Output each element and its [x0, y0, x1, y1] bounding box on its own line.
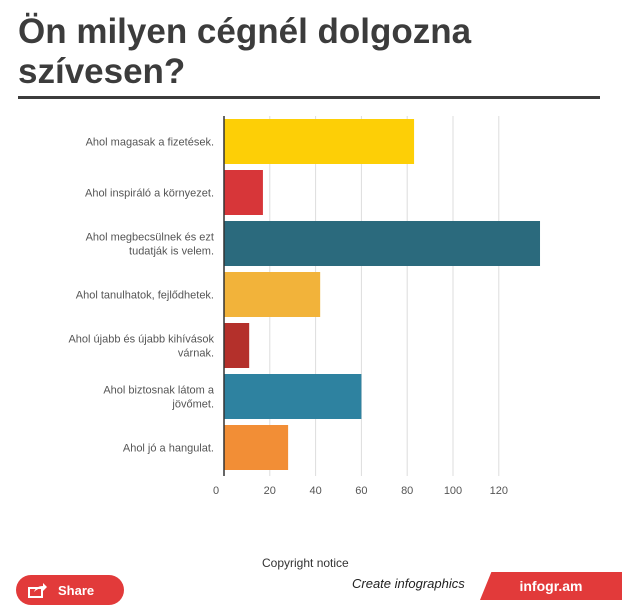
x-tick-label: 120 [490, 485, 508, 497]
x-tick-label: 60 [355, 485, 367, 497]
share-button[interactable]: Share [16, 575, 124, 605]
category-label: Ahol inspiráló a környezet. [85, 188, 214, 200]
create-infographics-link[interactable]: Create infographics [352, 576, 465, 591]
title-underline [18, 96, 600, 99]
category-label: Ahol megbecsülnek és ezt tudatják is vele… [86, 232, 214, 258]
category-label: Ahol jó a hangulat. [123, 443, 214, 455]
x-tick-label: 100 [444, 485, 462, 497]
x-tick-label: 80 [401, 485, 413, 497]
share-label: Share [58, 582, 95, 598]
bar [224, 374, 362, 419]
category-label: Ahol biztosnak látom a jövőmet. [103, 385, 215, 411]
chart-title-line-1: Ön milyen cégnél dolgozna [18, 12, 472, 51]
category-label: Ahol tanulhatok, fejlődhetek. [76, 290, 214, 302]
bar-chart: 0 20 40 60 80 100 120 Ahol magasak a fizetések.… [68, 116, 541, 497]
x-tick-label: 20 [264, 485, 276, 497]
copyright-notice: Copyright notice [262, 556, 349, 570]
bar [224, 272, 321, 317]
bar [224, 170, 263, 215]
bar [224, 221, 541, 266]
infogram-brand-link[interactable]: infogr.am [480, 572, 622, 600]
chart-title-line-2: szívesen? [18, 52, 186, 91]
bar [224, 119, 415, 164]
share-icon [28, 582, 48, 598]
chart-title: Ön milyen cégnél dolgozna szívesen? [18, 12, 608, 92]
category-label: Ahol újabb és újabb kihívások várnak. [68, 334, 214, 360]
x-tick-label: 40 [309, 485, 321, 497]
bar [224, 425, 289, 470]
x-tick-label: 0 [213, 485, 219, 497]
category-label: Ahol magasak a fizetések. [86, 137, 214, 149]
bar [224, 323, 250, 368]
